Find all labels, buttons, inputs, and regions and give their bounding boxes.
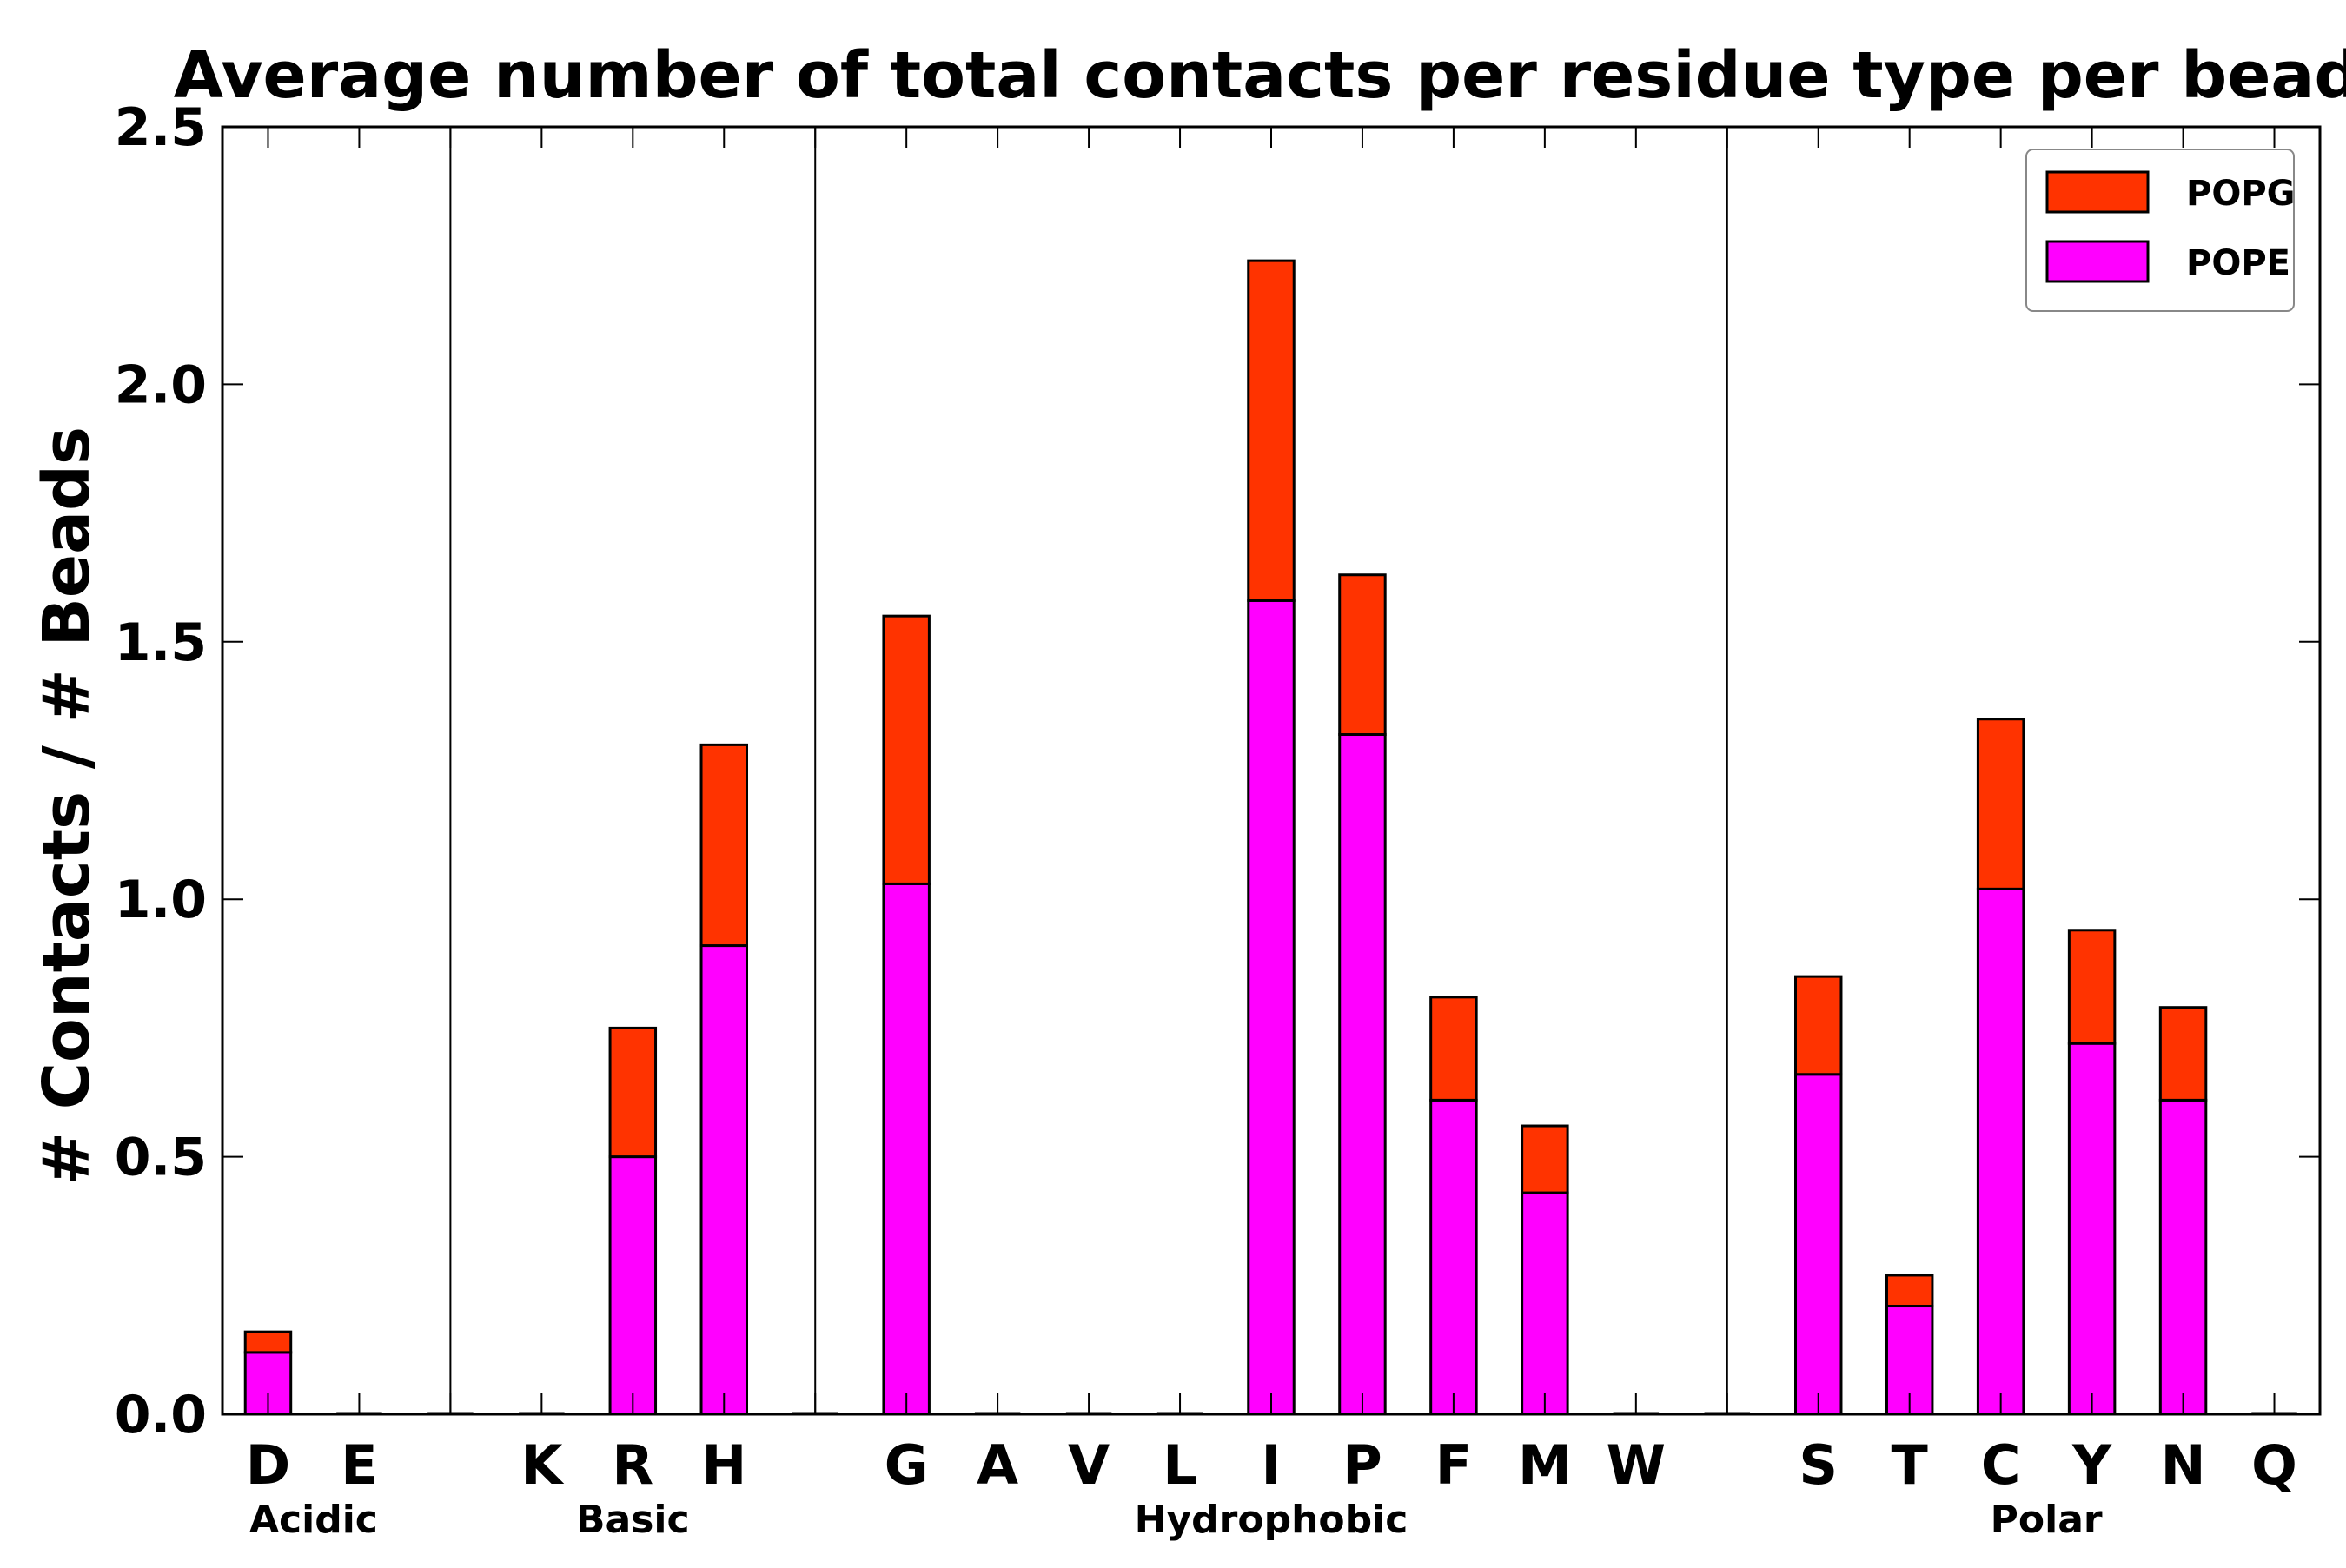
x-tick-label-H: H xyxy=(701,1433,746,1497)
group-label-polar: Polar xyxy=(1991,1498,2103,1542)
bar-popg-I xyxy=(1247,259,1296,602)
y-tick-label: 2.5 xyxy=(115,97,207,158)
legend-label-pope: POPE xyxy=(2186,243,2290,283)
bar-popg-Y xyxy=(2067,929,2117,1045)
bar-pope-I xyxy=(1247,599,1296,1416)
bar-pope-M xyxy=(1521,1191,1569,1416)
x-tick-label-Q: Q xyxy=(2251,1433,2297,1497)
chart-title: Average number of total contacts per res… xyxy=(174,38,2346,113)
x-tick-label-F: F xyxy=(1435,1433,1472,1497)
bar-pope-P xyxy=(1338,733,1387,1416)
bar-popg-G xyxy=(882,614,931,885)
bar-pope-S xyxy=(1794,1073,1843,1416)
legend-swatch-pope xyxy=(2045,240,2150,283)
bar-popg-H xyxy=(699,743,748,948)
x-tick-label-T: T xyxy=(1892,1433,1928,1497)
x-tick-label-P: P xyxy=(1342,1433,1382,1497)
bar-pope-Y xyxy=(2067,1042,2117,1416)
bar-popg-T xyxy=(1885,1274,1934,1308)
bar-popg-M xyxy=(1521,1124,1569,1194)
bar-popg-F xyxy=(1429,996,1478,1102)
bar-popg-P xyxy=(1338,573,1387,737)
x-tick-label-S: S xyxy=(1799,1433,1838,1497)
y-tick-label: 0.0 xyxy=(115,1385,207,1446)
x-tick-label-C: C xyxy=(1981,1433,2021,1497)
bar-popg-R xyxy=(608,1026,658,1159)
bar-pope-F xyxy=(1429,1098,1478,1416)
bar-pope-R xyxy=(608,1155,658,1416)
x-tick-label-Y: Y xyxy=(2071,1433,2112,1497)
y-tick-label: 1.5 xyxy=(115,612,207,673)
x-tick-label-E: E xyxy=(341,1433,377,1497)
bar-pope-H xyxy=(699,944,748,1416)
x-tick-label-G: G xyxy=(885,1433,929,1497)
group-label-hydrophobic: Hydrophobic xyxy=(1135,1498,1408,1542)
x-tick-label-L: L xyxy=(1163,1433,1197,1497)
bar-pope-G xyxy=(882,882,931,1416)
x-tick-label-K: K xyxy=(520,1433,564,1497)
x-tick-label-N: N xyxy=(2161,1433,2206,1497)
y-tick-label: 0.5 xyxy=(115,1128,207,1188)
y-tick-label: 2.0 xyxy=(115,354,207,415)
legend-swatch-popg xyxy=(2045,170,2150,214)
group-label-basic: Basic xyxy=(576,1498,690,1542)
y-axis-label: # Contacts / # Beads xyxy=(30,427,104,1186)
x-tick-label-M: M xyxy=(1518,1433,1572,1497)
x-tick-label-D: D xyxy=(246,1433,290,1497)
bar-popg-D xyxy=(243,1330,293,1354)
x-tick-label-V: V xyxy=(1068,1433,1110,1497)
bar-popg-S xyxy=(1794,975,1843,1076)
x-tick-label-R: R xyxy=(612,1433,653,1497)
x-tick-label-A: A xyxy=(977,1433,1018,1497)
legend-label-popg: POPG xyxy=(2186,174,2295,214)
bar-pope-N xyxy=(2158,1098,2208,1416)
x-tick-label-I: I xyxy=(1261,1433,1281,1497)
bar-pope-C xyxy=(1976,887,2025,1416)
bar-popg-N xyxy=(2158,1006,2208,1102)
x-tick-label-W: W xyxy=(1607,1433,1666,1497)
bar-popg-C xyxy=(1976,718,2025,890)
group-label-acidic: Acidic xyxy=(249,1498,378,1542)
y-tick-label: 1.0 xyxy=(115,870,207,930)
